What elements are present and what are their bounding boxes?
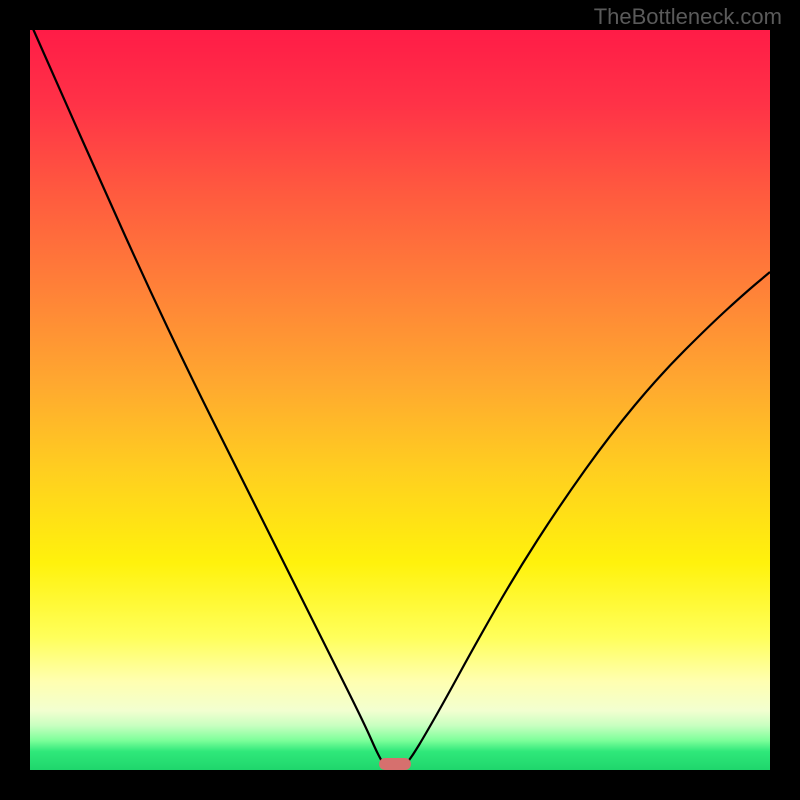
bottleneck-chart bbox=[0, 0, 800, 800]
bottleneck-marker bbox=[379, 758, 411, 770]
chart-container: TheBottleneck.com bbox=[0, 0, 800, 800]
watermark-text: TheBottleneck.com bbox=[594, 4, 782, 30]
chart-plot-area bbox=[30, 30, 770, 770]
